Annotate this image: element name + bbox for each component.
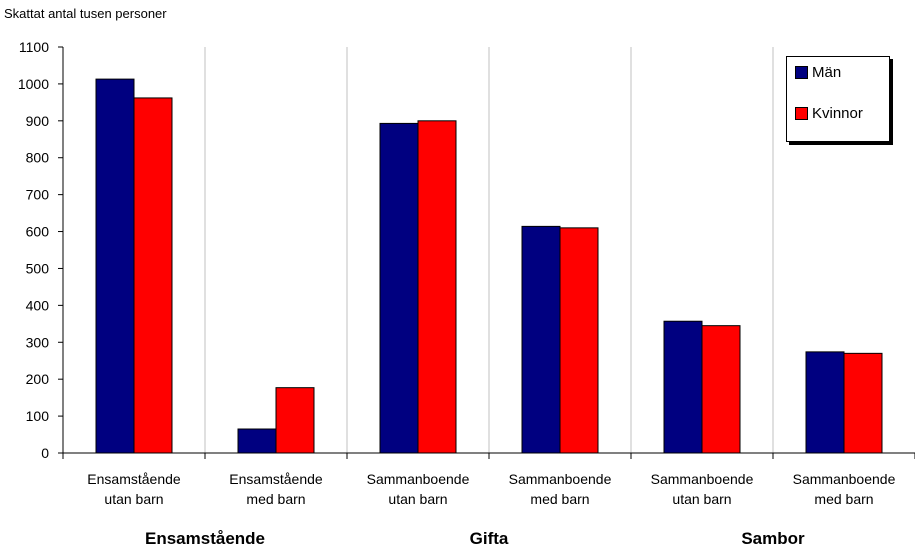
y-tick-label: 400 <box>26 297 50 313</box>
labels: 0 100 200 300 400 500 600 700 800 900 1000 1100 Ensa… <box>18 39 896 548</box>
axes <box>58 46 915 459</box>
x-category-label: Sammanboende <box>793 471 896 487</box>
x-category-label: Sammanboende <box>509 471 612 487</box>
bar-kvinnor <box>559 227 599 454</box>
x-category-label: Sammanboende <box>651 471 754 487</box>
x-category-label: utan barn <box>104 491 163 507</box>
x-category-label: med barn <box>814 491 873 507</box>
group-label: Gifta <box>470 529 509 548</box>
y-tick-label: 700 <box>26 187 50 203</box>
y-tick-label: 500 <box>26 260 50 276</box>
legend-swatch-kvinnor <box>795 106 808 120</box>
y-tick-label: 200 <box>26 371 50 387</box>
bar-man <box>237 428 277 454</box>
legend-label-kvinnor: Kvinnor <box>812 104 863 122</box>
legend: Män Kvinnor <box>786 56 890 142</box>
bar-kvinnor <box>133 97 173 454</box>
y-tick-label: 0 <box>41 445 49 461</box>
y-tick-label: 1000 <box>18 76 49 92</box>
x-category-label: Ensamstående <box>87 471 181 487</box>
bars <box>95 78 883 454</box>
gridlines <box>204 47 774 453</box>
group-label: Sambor <box>741 529 805 548</box>
bar-man <box>805 351 845 454</box>
y-tick-label: 900 <box>26 113 50 129</box>
y-tick-label: 300 <box>26 334 50 350</box>
bar-man <box>663 320 703 454</box>
legend-item-kvinnor: Kvinnor <box>795 104 863 122</box>
bar-man <box>379 122 419 454</box>
group-label: Ensamstående <box>145 529 265 548</box>
bar-kvinnor <box>701 325 741 454</box>
bar-kvinnor <box>275 387 315 454</box>
x-category-label: med barn <box>530 491 589 507</box>
x-category-label: Ensamstående <box>229 471 323 487</box>
y-tick-label: 800 <box>26 150 50 166</box>
y-axis-title: Skattat antal tusen personer <box>4 6 167 21</box>
y-tick-label: 600 <box>26 224 50 240</box>
bar-man <box>521 225 561 454</box>
legend-item-man: Män <box>795 63 841 81</box>
y-tick-label: 1100 <box>19 39 49 55</box>
y-tick-label: 100 <box>26 408 50 424</box>
x-category-label: Sammanboende <box>367 471 470 487</box>
x-category-label: utan barn <box>672 491 731 507</box>
bar-man <box>95 78 135 454</box>
legend-label-man: Män <box>812 63 842 81</box>
x-category-label: med barn <box>246 491 305 507</box>
bar-kvinnor <box>417 120 457 454</box>
bar-kvinnor <box>843 352 883 454</box>
legend-swatch-man <box>795 65 808 79</box>
x-category-label: utan barn <box>388 491 447 507</box>
